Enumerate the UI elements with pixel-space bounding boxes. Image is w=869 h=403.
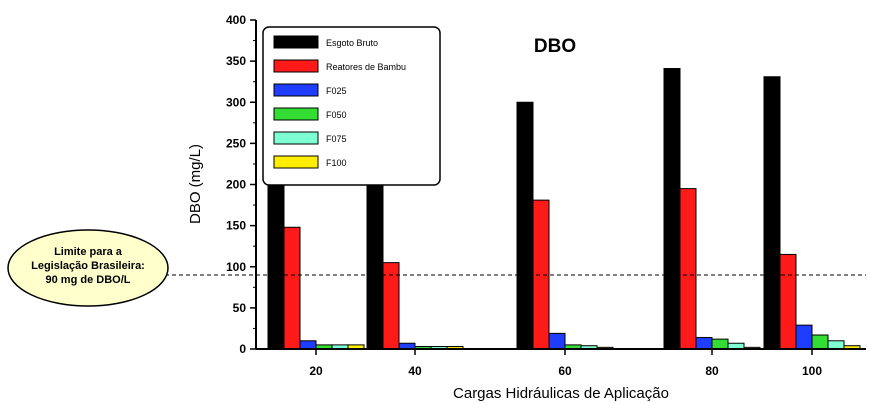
bar-esgoto-bruto-60 xyxy=(516,101,534,350)
legend-swatch xyxy=(273,59,319,73)
bar-f050-100 xyxy=(811,334,829,350)
legend-swatch xyxy=(273,155,319,169)
y-tick-label: 200 xyxy=(226,178,246,192)
legend-label: F050 xyxy=(326,110,347,120)
callout-text-line: 90 mg de DBO/L xyxy=(46,274,131,286)
x-tick-label: 40 xyxy=(408,364,422,378)
legend-swatch xyxy=(273,83,319,97)
callout-text-line: Limite para a xyxy=(54,246,123,258)
bar-reatores-de-bambu-20 xyxy=(283,226,301,350)
callout-ellipse xyxy=(7,229,169,307)
bar-f025-20 xyxy=(299,340,317,350)
legend-label: Esgoto Bruto xyxy=(326,38,378,48)
y-tick-label: 300 xyxy=(226,95,246,109)
legend-swatch xyxy=(273,107,319,121)
legend: Esgoto Bruto Reatores de Bambu F025 F050 F07… xyxy=(262,26,441,186)
y-tick-label: 400 xyxy=(226,13,246,27)
x-tick-label: 20 xyxy=(309,364,323,378)
x-tick-label: 80 xyxy=(705,364,719,378)
bar-reatores-de-bambu-40 xyxy=(382,262,400,350)
legend-swatch xyxy=(273,131,319,145)
x-axis-title: Cargas Hidráulicas de Aplicação xyxy=(453,385,669,402)
y-tick-label: 50 xyxy=(233,301,247,315)
bar-f075-100 xyxy=(827,340,845,350)
x-tick-label: 60 xyxy=(558,364,572,378)
y-tick-label: 150 xyxy=(226,219,246,233)
bar-esgoto-bruto-100 xyxy=(763,76,781,350)
bar-f025-100 xyxy=(795,324,813,350)
bar-f050-80 xyxy=(711,338,729,350)
bar-f025-80 xyxy=(695,336,713,350)
legislation-callout: Limite para a Legislação Brasileira: 90 mg… xyxy=(7,229,169,307)
legend-label: F025 xyxy=(326,86,347,96)
legend-label: F100 xyxy=(326,158,347,168)
y-tick-label: 0 xyxy=(239,342,246,356)
bar-esgoto-bruto-20 xyxy=(267,184,285,350)
y-tick-label: 250 xyxy=(226,136,246,150)
bar-f025-60 xyxy=(548,332,566,350)
y-axis-title: DBO (mg/L) xyxy=(187,144,204,224)
legend-swatch xyxy=(273,35,319,49)
chart-title: DBO xyxy=(534,36,576,57)
bar-reatores-de-bambu-80 xyxy=(679,188,697,350)
y-tick-label: 350 xyxy=(226,54,246,68)
axes-layer: 0 50 100 150 200 250 300 350 400 20 40 60 80 100 Carga… xyxy=(187,13,866,402)
bar-esgoto-bruto-80 xyxy=(663,68,681,350)
callout-text-line: Legislação Brasileira: xyxy=(31,260,145,272)
legend-label: F075 xyxy=(326,134,347,144)
y-tick-label: 100 xyxy=(226,260,246,274)
legend-label: Reatores de Bambu xyxy=(326,62,406,72)
bar-reatores-de-bambu-100 xyxy=(779,253,797,350)
x-tick-label: 100 xyxy=(802,364,822,378)
